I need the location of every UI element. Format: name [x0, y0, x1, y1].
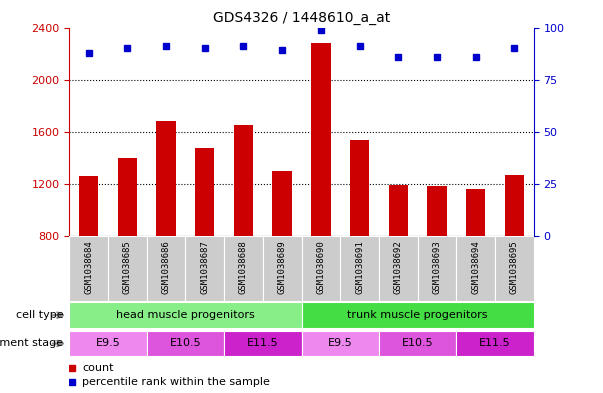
Bar	[195, 147, 215, 236]
Title: GDS4326 / 1448610_a_at: GDS4326 / 1448610_a_at	[213, 11, 390, 25]
Text: count: count	[82, 364, 113, 373]
Bar	[505, 175, 524, 236]
Text: GSM1038684: GSM1038684	[84, 241, 93, 294]
Text: E9.5: E9.5	[328, 338, 353, 349]
Bar	[417, 236, 456, 301]
Bar	[69, 331, 147, 356]
Bar	[156, 121, 175, 236]
Text: GSM1038694: GSM1038694	[471, 241, 480, 294]
Bar	[147, 236, 186, 301]
Text: GSM1038686: GSM1038686	[162, 241, 171, 294]
Bar	[456, 236, 495, 301]
Text: GSM1038689: GSM1038689	[277, 241, 286, 294]
Bar	[388, 185, 408, 236]
Bar	[224, 236, 263, 301]
Bar	[456, 331, 534, 356]
Bar	[234, 125, 253, 236]
Bar	[118, 158, 137, 236]
Text: E11.5: E11.5	[479, 338, 511, 349]
Bar	[224, 331, 302, 356]
Bar	[350, 140, 369, 236]
Text: GSM1038692: GSM1038692	[394, 241, 403, 294]
Text: E11.5: E11.5	[247, 338, 279, 349]
Bar	[302, 303, 534, 328]
Bar	[147, 331, 224, 356]
Bar	[302, 331, 379, 356]
Text: head muscle progenitors: head muscle progenitors	[116, 310, 255, 320]
Bar	[428, 186, 447, 236]
Bar	[466, 189, 485, 236]
Text: trunk muscle progenitors: trunk muscle progenitors	[347, 310, 488, 320]
Bar	[340, 236, 379, 301]
Bar	[108, 236, 147, 301]
Bar	[69, 236, 108, 301]
Bar	[379, 236, 417, 301]
Text: GSM1038691: GSM1038691	[355, 241, 364, 294]
Bar	[495, 236, 534, 301]
Bar	[263, 236, 302, 301]
Bar	[186, 236, 224, 301]
Bar	[302, 236, 340, 301]
Text: GSM1038688: GSM1038688	[239, 241, 248, 294]
Text: GSM1038685: GSM1038685	[123, 241, 132, 294]
Bar	[79, 176, 98, 236]
Bar	[69, 303, 302, 328]
Text: E10.5: E10.5	[402, 338, 434, 349]
Text: GSM1038693: GSM1038693	[432, 241, 441, 294]
Text: development stage: development stage	[0, 338, 63, 349]
Bar	[311, 43, 330, 236]
Text: GSM1038695: GSM1038695	[510, 241, 519, 294]
Text: E9.5: E9.5	[96, 338, 121, 349]
Bar	[379, 331, 456, 356]
Bar	[273, 171, 292, 236]
Text: E10.5: E10.5	[169, 338, 201, 349]
Text: cell type: cell type	[16, 310, 63, 320]
Text: GSM1038690: GSM1038690	[317, 241, 326, 294]
Text: percentile rank within the sample: percentile rank within the sample	[82, 377, 270, 387]
Text: GSM1038687: GSM1038687	[200, 241, 209, 294]
